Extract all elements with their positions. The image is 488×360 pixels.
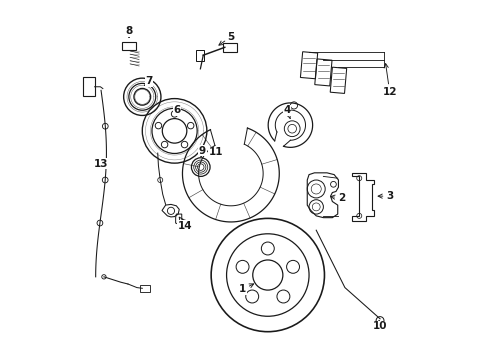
Text: 13: 13 xyxy=(94,159,108,169)
Text: 8: 8 xyxy=(125,26,132,37)
Text: 7: 7 xyxy=(144,76,152,86)
Text: 10: 10 xyxy=(372,320,386,331)
Text: 9: 9 xyxy=(199,145,205,157)
Text: 14: 14 xyxy=(178,217,192,231)
Text: 1: 1 xyxy=(239,284,253,294)
Text: 11: 11 xyxy=(208,147,223,157)
Text: 5: 5 xyxy=(219,32,234,45)
Text: 12: 12 xyxy=(382,64,396,97)
Text: 2: 2 xyxy=(330,193,344,203)
Text: 3: 3 xyxy=(377,191,392,201)
Text: 6: 6 xyxy=(173,105,181,116)
Text: 4: 4 xyxy=(283,105,290,118)
